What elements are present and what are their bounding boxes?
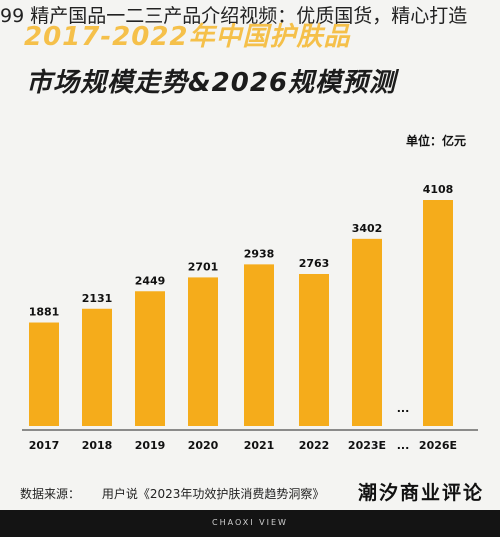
data-label-2020: 2701	[188, 260, 219, 273]
unit-label: 单位：亿元	[405, 134, 466, 148]
data-label-2021: 2938	[244, 247, 275, 260]
bar-2026E	[423, 200, 453, 426]
bar-2021	[244, 264, 274, 426]
bar-2018	[82, 308, 112, 426]
data-label-2023E: 3402	[352, 222, 383, 235]
data-label-2026E: 4108	[423, 183, 454, 196]
data-label-2017: 1881	[29, 306, 60, 319]
bar-2020	[188, 277, 218, 426]
source-note: 数据来源： 用户说《2023年功效护肤消费趋势洞察》	[20, 485, 324, 502]
x-tick-2023E: 2023E	[348, 439, 386, 452]
bar-2017	[29, 322, 59, 426]
x-tick-2020: 2020	[188, 439, 219, 452]
x-tick-2018: 2018	[82, 439, 113, 452]
x-tick-2019: 2019	[135, 439, 166, 452]
footer-bar: CHAOXI VIEW	[0, 510, 500, 537]
x-tick-2017: 2017	[29, 439, 60, 452]
video-title-overlay: 99 精产国品一二三产品介绍视频：优质国货，精心打造	[0, 5, 468, 27]
x-tick-gap: ...	[397, 439, 410, 452]
chart-title-line1: 2017-2022年中国护肤品	[24, 22, 351, 52]
brand-logo-text: 潮汐商业评论	[357, 482, 484, 504]
data-label-2022: 2763	[299, 257, 330, 270]
x-tick-2026E: 2026E	[419, 439, 457, 452]
data-label-2018: 2131	[82, 292, 113, 305]
data-label-2019: 2449	[135, 274, 166, 287]
x-tick-2022: 2022	[299, 439, 330, 452]
source-text: 用户说《2023年功效护肤消费趋势洞察》	[101, 487, 325, 501]
x-tick-2021: 2021	[244, 439, 275, 452]
source-label: 数据来源：	[20, 487, 81, 501]
gap-marker: ...	[397, 402, 410, 415]
chart-title-line2: 市场规模走势&2026规模预测	[26, 68, 397, 98]
bar-2019	[135, 291, 165, 426]
footer-text: CHAOXI VIEW	[212, 518, 288, 527]
bar-2023E	[352, 238, 382, 426]
bar-2022	[299, 273, 329, 426]
